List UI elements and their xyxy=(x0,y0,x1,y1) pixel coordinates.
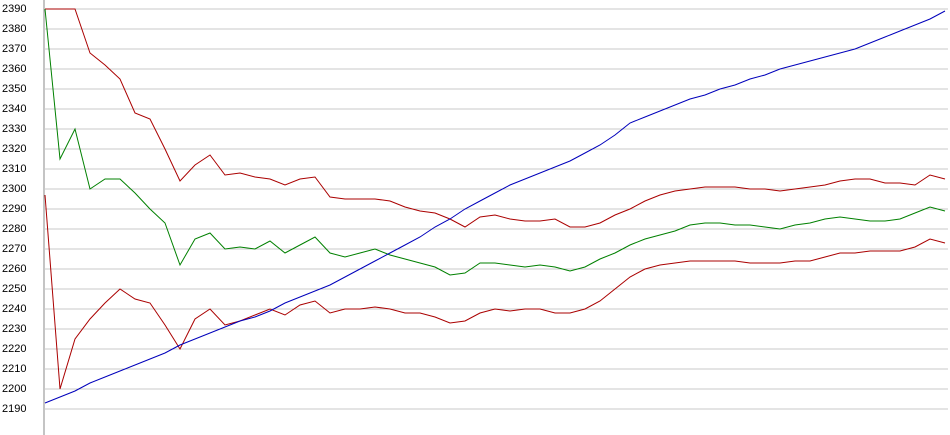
y-tick-label: 2330 xyxy=(2,123,26,135)
y-tick-label: 2270 xyxy=(2,243,26,255)
y-tick-label: 2220 xyxy=(2,343,26,355)
y-tick-label: 2240 xyxy=(2,303,26,315)
y-tick-label: 2290 xyxy=(2,203,26,215)
y-tick-label: 2350 xyxy=(2,83,26,95)
y-tick-label: 2200 xyxy=(2,383,26,395)
y-tick-label: 2250 xyxy=(2,283,26,295)
y-tick-label: 2340 xyxy=(2,103,26,115)
series-line xyxy=(44,8,946,276)
y-tick-label: 2300 xyxy=(2,183,26,195)
y-tick-label: 2310 xyxy=(2,163,26,175)
y-tick-label: 2230 xyxy=(2,323,26,335)
y-tick-label: 2360 xyxy=(2,63,26,75)
series-line xyxy=(44,194,946,390)
y-tick-label: 2370 xyxy=(2,43,26,55)
y-tick-label: 2390 xyxy=(2,3,26,15)
y-tick-label: 2210 xyxy=(2,363,26,375)
y-tick-label: 2380 xyxy=(2,23,26,35)
y-tick-label: 2190 xyxy=(2,403,26,415)
y-tick-label: 2320 xyxy=(2,143,26,155)
y-tick-label: 2280 xyxy=(2,223,26,235)
y-tick-label: 2260 xyxy=(2,263,26,275)
series-line xyxy=(45,8,946,228)
series-line xyxy=(44,10,946,404)
